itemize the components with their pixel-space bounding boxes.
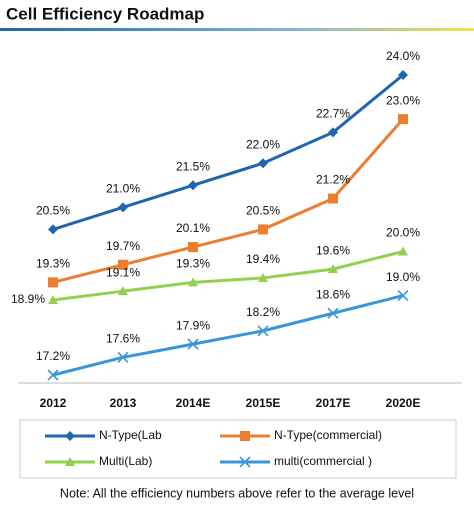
data-label: 18.6% <box>316 287 350 301</box>
marker <box>258 272 268 282</box>
marker <box>398 114 408 125</box>
data-label: 17.6% <box>106 332 140 346</box>
marker <box>118 286 128 296</box>
x-tick-label: 2015E <box>246 396 281 410</box>
marker <box>398 70 408 80</box>
legend-label: N-Type(commercial) <box>274 428 382 442</box>
series-line <box>52 73 404 231</box>
x-tick-label: 2020E <box>386 396 421 410</box>
x-tick-label: 2014E <box>176 396 211 410</box>
marker <box>327 307 339 319</box>
data-label: 17.2% <box>36 349 70 363</box>
marker <box>48 277 58 288</box>
series-line <box>52 294 404 377</box>
data-label: 17.9% <box>176 318 210 332</box>
marker <box>328 264 338 274</box>
data-label: 23.0% <box>386 93 420 107</box>
marker <box>258 224 268 235</box>
data-label: 21.5% <box>176 159 210 173</box>
data-label: 19.3% <box>176 257 210 271</box>
data-label: 22.0% <box>246 137 280 151</box>
marker <box>48 295 58 304</box>
marker <box>118 202 128 213</box>
x-tick-label: 2013 <box>110 396 137 410</box>
marker <box>187 338 199 350</box>
series-line <box>52 250 404 302</box>
marker <box>328 127 338 138</box>
marker <box>328 193 338 204</box>
legend-marker <box>65 431 75 441</box>
legend-marker <box>239 456 251 468</box>
data-label: 18.9% <box>11 292 45 306</box>
data-label: 22.7% <box>316 107 350 121</box>
legend-label: N-Type(Lab <box>99 428 162 442</box>
chart-title: Cell Efficiency Roadmap <box>6 4 204 23</box>
marker <box>47 369 59 381</box>
data-label: 19.4% <box>246 252 280 266</box>
legend-marker <box>65 457 75 466</box>
marker <box>258 158 268 169</box>
marker <box>397 290 409 302</box>
data-label: 20.0% <box>386 226 420 240</box>
marker <box>117 351 129 363</box>
data-label: 20.5% <box>36 204 70 218</box>
data-label: 24.0% <box>386 49 420 63</box>
marker <box>118 259 128 270</box>
legend-box <box>19 419 457 479</box>
marker <box>188 180 198 191</box>
marker <box>188 277 198 287</box>
data-label: 19.1% <box>106 265 140 279</box>
marker <box>398 246 408 256</box>
note: Note: All the efficiency numbers above r… <box>60 486 414 500</box>
data-label: 19.7% <box>106 239 140 253</box>
data-label: 19.0% <box>386 270 420 284</box>
data-label: 18.2% <box>246 305 280 319</box>
x-tick-label: 2017E <box>316 396 351 410</box>
series-line <box>52 118 405 284</box>
marker <box>257 325 269 337</box>
title-underline <box>0 28 474 31</box>
data-label: 19.3% <box>36 257 70 271</box>
marker <box>48 224 58 235</box>
marker <box>188 242 198 253</box>
x-tick-label: 2012 <box>40 396 67 410</box>
legend-label: multi(commercial ) <box>274 454 372 468</box>
data-label: 20.1% <box>176 221 210 235</box>
legend-label: Multi(Lab) <box>99 454 152 468</box>
legend-marker <box>240 431 250 441</box>
data-label: 20.5% <box>246 204 280 218</box>
data-label: 21.0% <box>106 182 140 196</box>
data-label: 21.2% <box>316 173 350 187</box>
data-label: 19.6% <box>316 243 350 257</box>
